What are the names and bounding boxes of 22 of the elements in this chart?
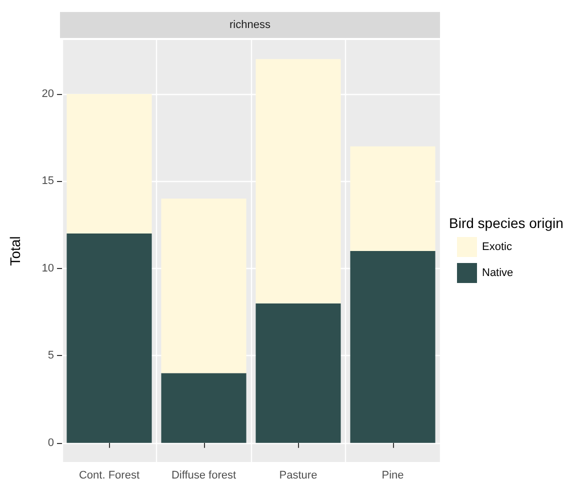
x-tick-label: Pine — [382, 470, 404, 482]
legend-label: Exotic — [482, 241, 512, 253]
bar — [350, 251, 436, 443]
x-tick-label: Cont. Forest — [78, 470, 140, 482]
y-tick-label: 0 — [48, 436, 54, 449]
bar — [161, 373, 246, 443]
bar — [256, 59, 341, 304]
y-tick-label: 15 — [42, 175, 54, 188]
y-axis-title: Total — [7, 236, 23, 266]
legend-title: Bird species origin — [449, 215, 564, 231]
x-tick-label: Pasture — [279, 470, 318, 482]
legend-label: Native — [482, 267, 514, 279]
bar — [256, 303, 341, 443]
chart-title: richness — [230, 19, 271, 31]
bar — [66, 94, 152, 234]
bar — [161, 198, 246, 374]
y-tick-label: 20 — [42, 88, 54, 100]
y-tick-label: 10 — [42, 262, 54, 274]
x-tick-label: Diffuse forest — [171, 470, 236, 482]
y-tick-label: 5 — [48, 350, 54, 362]
bar — [350, 146, 436, 251]
bar — [66, 234, 152, 443]
